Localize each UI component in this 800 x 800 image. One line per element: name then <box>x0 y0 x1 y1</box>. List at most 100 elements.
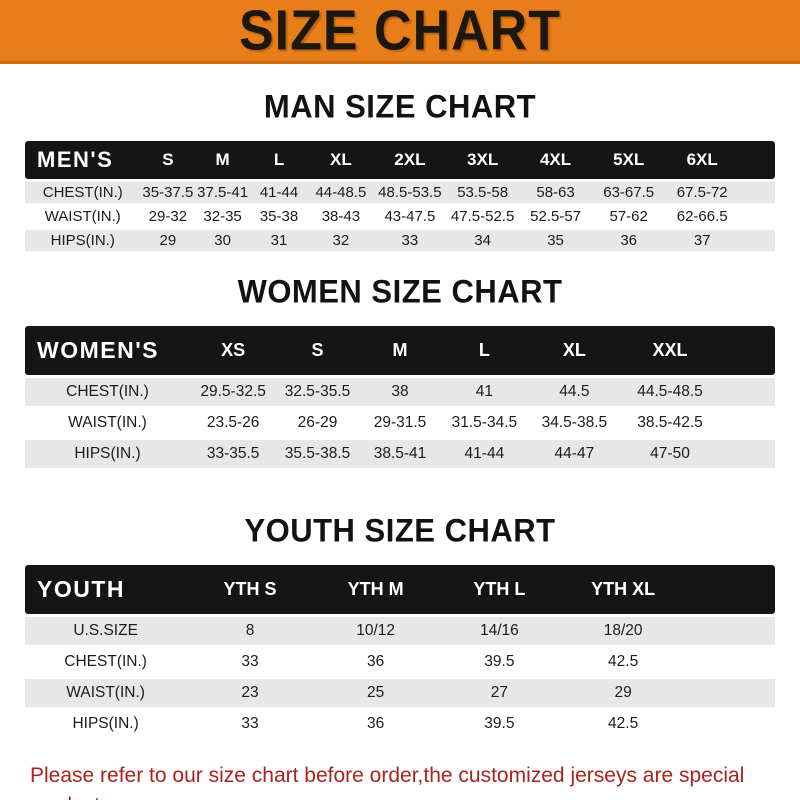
table-header-row: YOUTH YTH S YTH M YTH L YTH XL <box>25 565 775 614</box>
size-cell: 41-44 <box>464 445 505 462</box>
size-cell: 47-50 <box>650 445 690 462</box>
cell-filler <box>685 617 775 645</box>
row-label: CHEST(IN.) <box>66 383 149 400</box>
size-cell: 37.5-41 <box>197 184 249 201</box>
cell-filler <box>739 230 775 251</box>
size-column-header: YTH M <box>313 565 438 614</box>
size-cell: 32.5-35.5 <box>284 383 351 400</box>
cell-filler <box>739 206 775 227</box>
table-corner-label: MEN'S <box>25 141 141 179</box>
youth-size-table: YOUTH YTH S YTH M YTH L YTH XL U.S.SIZE 8 10/12… <box>25 562 775 741</box>
header-filler <box>738 141 775 179</box>
banner: SIZE CHART <box>0 0 800 64</box>
table-row: HIPS(IN.) 29 30 31 32 33 34 35 36 37 <box>25 230 775 251</box>
page-title: SIZE CHART <box>239 0 561 62</box>
size-column-header: YTH S <box>186 565 314 614</box>
size-column-header: S <box>276 326 359 375</box>
size-cell: 23 <box>241 684 259 701</box>
size-column-header: 3XL <box>446 141 520 179</box>
size-cell: 48.5-53.5 <box>378 184 442 201</box>
size-column-header: L <box>249 141 309 179</box>
section-title-men: MAN SIZE CHART <box>263 88 537 125</box>
note-line-1: Please refer to our size chart before or… <box>30 764 745 800</box>
row-label: WAIST(IN.) <box>66 684 145 701</box>
size-cell: 39.5 <box>484 715 515 732</box>
size-cell: 29 <box>614 684 632 701</box>
women-size-table: WOMEN'S XS S M L XL XXL CHEST(IN.) 29.5-32.5 32.5… <box>25 323 775 471</box>
size-cell: 35.5-38.5 <box>284 445 351 462</box>
size-cell: 14/16 <box>479 622 519 639</box>
row-label: WAIST(IN.) <box>68 414 147 431</box>
size-cell: 42.5 <box>608 653 639 670</box>
size-column-header: M <box>195 141 250 179</box>
table-row: CHEST(IN.) 33 36 39.5 42.5 <box>25 648 775 676</box>
size-cell: 32 <box>332 232 350 249</box>
order-note: Please refer to our size chart before or… <box>30 761 800 800</box>
size-cell: 29.5-32.5 <box>200 383 266 400</box>
cell-filler <box>685 648 775 676</box>
header-filler <box>718 326 775 375</box>
row-label: CHEST(IN.) <box>64 653 147 670</box>
size-column-header: YTH XL <box>561 565 685 614</box>
size-cell: 29-31.5 <box>373 414 427 431</box>
table-row: WAIST(IN.) 29-32 32-35 35-38 38-43 43-47.5 47.… <box>25 206 775 227</box>
size-cell: 63-67.5 <box>603 184 655 201</box>
size-cell: 36 <box>620 232 638 249</box>
size-cell: 53.5-58 <box>457 184 509 201</box>
size-column-header: 5XL <box>591 141 666 179</box>
size-cell: 33 <box>401 232 419 249</box>
size-cell: 52.5-57 <box>530 208 581 225</box>
size-column-header: 6XL <box>665 141 739 179</box>
size-column-header: L <box>441 326 528 375</box>
size-cell: 34 <box>474 232 491 249</box>
men-size-table: MEN'S S M L XL 2XL 3XL 4XL 5XL 6XL CHEST(IN.) 35-37… <box>25 138 775 254</box>
size-column-header: YTH L <box>437 565 562 614</box>
cell-filler <box>739 182 775 203</box>
size-cell: 36 <box>367 653 385 670</box>
size-cell: 35-38 <box>259 208 299 225</box>
size-column-header: XS <box>190 326 277 375</box>
cell-filler <box>719 409 775 437</box>
size-column-header: 4XL <box>519 141 592 179</box>
size-cell: 10/12 <box>356 622 396 639</box>
size-cell: 35 <box>547 232 564 249</box>
size-cell: 44-48.5 <box>315 184 367 201</box>
table-corner-label: WOMEN'S <box>25 326 190 375</box>
size-cell: 62-66.5 <box>676 208 728 225</box>
size-cell: 41-44 <box>259 184 299 201</box>
cell-filler <box>685 710 775 738</box>
size-cell: 32-35 <box>203 208 242 225</box>
row-label: WAIST(IN.) <box>44 208 121 225</box>
size-cell: 44.5 <box>559 383 590 400</box>
cell-filler <box>719 378 775 406</box>
row-label: HIPS(IN.) <box>74 445 141 462</box>
row-label: HIPS(IN.) <box>50 232 115 249</box>
table-row: HIPS(IN.) 33 36 39.5 42.5 <box>25 710 775 738</box>
size-cell: 42.5 <box>608 715 639 732</box>
size-column-header: S <box>140 141 196 179</box>
section-men: MAN SIZE CHART MEN'S S M L XL 2XL 3XL 4XL 5XL 6XL… <box>0 88 800 254</box>
row-label: CHEST(IN.) <box>42 184 123 201</box>
size-cell: 43-47.5 <box>384 208 436 225</box>
cell-filler <box>719 440 775 468</box>
size-cell: 23.5-26 <box>206 414 260 431</box>
size-cell: 34.5-38.5 <box>541 414 608 431</box>
size-column-header: XL <box>308 141 374 179</box>
section-youth: YOUTH SIZE CHART YOUTH YTH S YTH M YTH L YTH… <box>0 512 800 741</box>
size-column-header: XXL <box>621 326 719 375</box>
table-row: WAIST(IN.) 23 25 27 29 <box>25 679 775 707</box>
section-women: WOMEN SIZE CHART WOMEN'S XS S M L XL XXL CHEST(… <box>0 273 800 471</box>
size-cell: 33 <box>241 653 259 670</box>
size-cell: 18/20 <box>603 622 643 639</box>
size-cell: 37 <box>693 232 711 249</box>
size-column-header: M <box>358 326 442 375</box>
size-cell: 33 <box>241 715 259 732</box>
size-cell: 44.5-48.5 <box>637 383 703 400</box>
table-row: CHEST(IN.) 35-37.5 37.5-41 41-44 44-48.5 48.5… <box>25 182 775 203</box>
section-title-youth: YOUTH SIZE CHART <box>244 512 556 549</box>
size-cell: 38.5-41 <box>373 445 427 462</box>
table-header-row: WOMEN'S XS S M L XL XXL <box>25 326 775 375</box>
size-cell: 27 <box>490 684 508 701</box>
size-cell: 36 <box>367 715 385 732</box>
section-title-women: WOMEN SIZE CHART <box>237 273 563 310</box>
